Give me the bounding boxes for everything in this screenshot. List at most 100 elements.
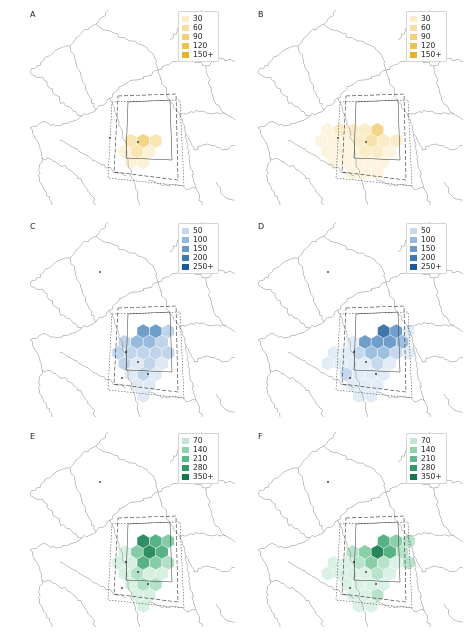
region-border [193, 565, 235, 573]
legend-swatch [182, 33, 189, 40]
legend-item: 70 [182, 436, 214, 445]
region-border [412, 555, 431, 627]
legend: 30 60 90 120 150+ [178, 11, 219, 62]
legend-label: 70 [421, 436, 431, 445]
region-border [215, 181, 235, 201]
region-border [433, 66, 463, 121]
settlement-dot [121, 377, 123, 379]
legend: 50 100 150 200 250+ [178, 223, 219, 274]
region-border [95, 23, 159, 71]
region-border [407, 531, 455, 539]
region-borders [258, 222, 463, 417]
region-border [215, 603, 235, 623]
region-border [258, 281, 387, 329]
legend-item: 150+ [182, 50, 214, 59]
legend-swatch [182, 473, 189, 480]
legend-label: 100 [421, 235, 436, 244]
settlement-dot [349, 377, 351, 379]
region-border [184, 133, 203, 205]
legend-swatch [410, 236, 417, 243]
settlement-dot [365, 361, 367, 363]
legend-label: 90 [421, 32, 431, 41]
region-border [385, 281, 423, 362]
region-border [287, 561, 355, 599]
legend-label: 150 [193, 244, 208, 253]
settlement-dot [353, 561, 355, 563]
legend-swatch [182, 227, 189, 234]
legend-swatch [410, 245, 417, 252]
legend-swatch [182, 51, 189, 58]
hex-cell [402, 555, 416, 571]
legend-swatch [182, 24, 189, 31]
legend-item: 150 [410, 244, 442, 253]
legend-item: 120 [410, 41, 442, 50]
region-border [41, 369, 97, 417]
hex-cell [136, 598, 150, 614]
region-border [385, 69, 423, 150]
region-border [157, 281, 195, 362]
legend-item: 350+ [182, 472, 214, 481]
study-area-outline [113, 305, 179, 393]
map-panel-d: D 50 100 150 200 250+ [258, 222, 463, 417]
panel-label: F [258, 432, 263, 441]
legend-swatch [410, 473, 417, 480]
settlement-dot [365, 141, 367, 143]
region-border [69, 45, 97, 111]
legend-swatch [182, 42, 189, 49]
map-area [30, 432, 235, 627]
region-border [258, 115, 311, 129]
map-area [30, 222, 235, 417]
settlement-dot [365, 571, 367, 573]
legend-item: 200 [182, 253, 214, 262]
legend-item: 250+ [182, 262, 214, 271]
legend-label: 280 [421, 463, 436, 472]
legend-swatch [182, 236, 189, 243]
region-border [147, 601, 197, 613]
inner-outline [353, 311, 401, 373]
panel-label: B [258, 10, 264, 19]
region-border [287, 139, 355, 177]
legend-label: 60 [421, 23, 431, 32]
panel-label: C [30, 222, 36, 231]
region-border [95, 235, 159, 283]
map-area [258, 222, 463, 417]
region-border [157, 57, 235, 71]
legend-label: 150+ [421, 50, 442, 59]
legend-swatch [182, 245, 189, 252]
region-border [258, 432, 337, 495]
region-border [41, 579, 97, 627]
region-border [412, 133, 431, 205]
legend-label: 350+ [421, 472, 442, 481]
legend-swatch [182, 15, 189, 22]
map-area [258, 432, 463, 627]
legend-label: 150 [421, 244, 436, 253]
region-border [95, 445, 159, 493]
region-border [30, 491, 159, 539]
legend-swatch [182, 455, 189, 462]
legend-item: 100 [410, 235, 442, 244]
legend-item: 350+ [410, 472, 442, 481]
panel-label: D [258, 222, 265, 231]
legend: 70 140 210 280 350+ [178, 433, 219, 484]
inner-outline [125, 521, 173, 583]
region-border [443, 603, 463, 623]
legend-label: 350+ [193, 472, 214, 481]
region-border [157, 491, 195, 572]
settlement-dot [375, 583, 377, 585]
legend-label: 250+ [193, 262, 214, 271]
region-border [412, 345, 431, 417]
hex-cell [364, 598, 378, 614]
legend-swatch [410, 455, 417, 462]
region-border [258, 127, 281, 205]
region-border [184, 345, 203, 417]
legend-label: 30 [193, 14, 203, 23]
settlement-dot [337, 137, 339, 139]
region-border [323, 445, 387, 493]
region-border [184, 555, 203, 627]
region-border [258, 10, 337, 73]
settlement-dot [327, 271, 329, 273]
region-border [215, 393, 235, 413]
region-border [30, 537, 83, 551]
legend-label: 70 [193, 436, 203, 445]
